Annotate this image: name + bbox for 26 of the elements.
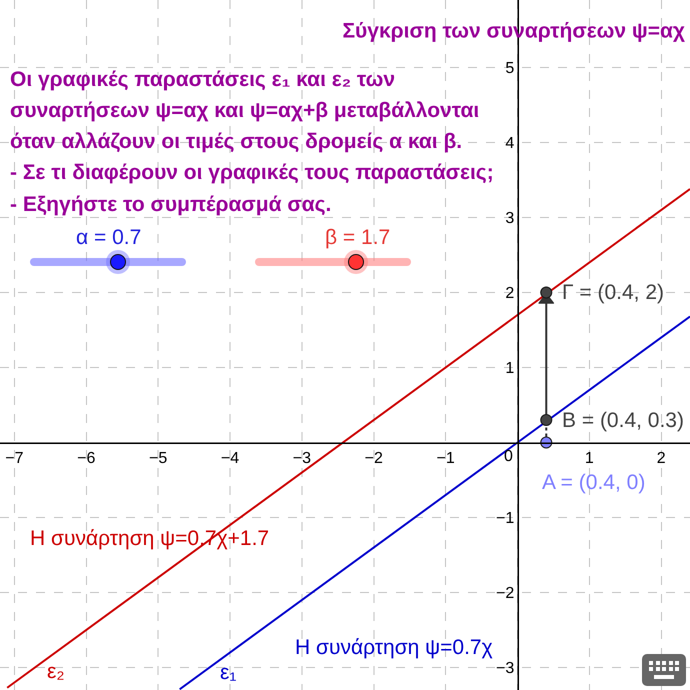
annotation: Γ = (0.4, 2) bbox=[562, 281, 664, 304]
y-tick-label: 1 bbox=[505, 360, 514, 378]
y-tick-label: 2 bbox=[505, 285, 514, 302]
x-tick-label: −5 bbox=[149, 450, 168, 468]
y-tick-label: −3 bbox=[496, 660, 514, 678]
x-tick-label: 0 bbox=[504, 448, 513, 465]
y-tick-label: 4 bbox=[505, 135, 514, 152]
x-tick-label: 2 bbox=[656, 450, 666, 468]
x-tick-label: −2 bbox=[364, 450, 383, 468]
x-tick-label: −6 bbox=[77, 450, 96, 468]
series-label: ε₁ bbox=[220, 661, 236, 684]
y-tick-label: −2 bbox=[496, 585, 514, 602]
annotation: Η συνάρτηση ψ=0.7χ bbox=[295, 636, 493, 659]
y-tick-label: −1 bbox=[496, 510, 514, 528]
annotation: β = 1.7 bbox=[325, 226, 390, 249]
x-tick-label: 1 bbox=[584, 450, 594, 468]
annotation: Οι γραφικές παραστάσεις ε₁ και ε₂ των συναρτήσεων ψ=αχ και ψ=αχ+β μεταβάλλονται όταν αλλάζουν οι τιμές στους δρομείς α και β. - Σε τι διαφέρουν οι γραφικές τους παραστάσεις; - Εξηγήστε το συμπέρασμά σας. bbox=[10, 68, 494, 216]
x-tick-label: −3 bbox=[292, 450, 312, 468]
y-tick-label: 3 bbox=[505, 210, 514, 228]
annotation: α = 0.7 bbox=[76, 226, 142, 249]
x-tick-label: −7 bbox=[5, 450, 24, 468]
x-tick-label: −4 bbox=[220, 450, 240, 468]
series-label: ε₂ bbox=[47, 660, 65, 683]
annotation: B = (0.4, 0.3) bbox=[562, 409, 684, 432]
x-tick-label: −1 bbox=[436, 450, 455, 468]
y-tick-label: 5 bbox=[505, 60, 514, 78]
